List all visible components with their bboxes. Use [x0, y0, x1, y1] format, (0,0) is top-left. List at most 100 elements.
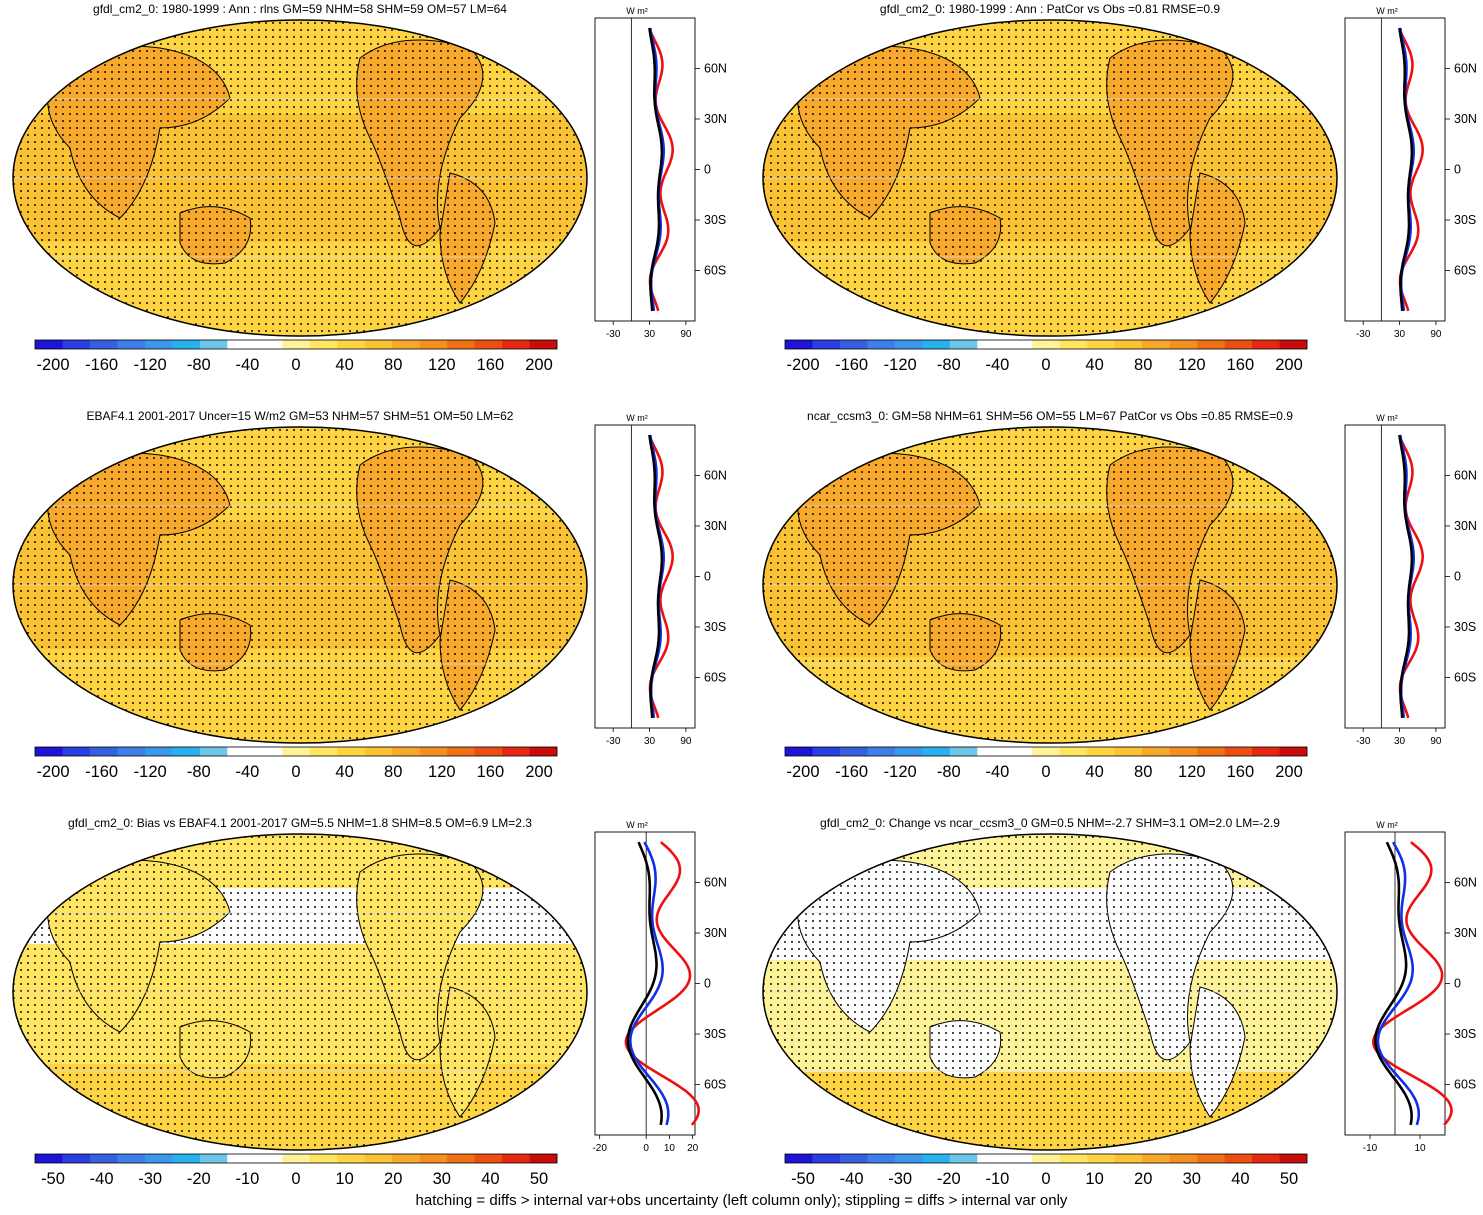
colorbar-swatch [977, 340, 1006, 349]
colorbar-swatch [172, 747, 201, 756]
colorbar-swatch [392, 1154, 420, 1163]
colorbar-swatch [1004, 340, 1033, 349]
colorbar-label: 80 [384, 356, 402, 374]
colorbar-swatch [309, 1154, 338, 1163]
colorbar-swatch [1059, 1154, 1088, 1163]
profile-xtick-label: 20 [687, 1143, 699, 1154]
colorbar-label: -200 [786, 763, 819, 781]
lat-tick-label: 60S [704, 1078, 726, 1092]
panel-p3: EBAF4.1 2001-2017 Uncer=15 W/m2 GM=53 NH… [12, 409, 727, 781]
panel-p2: gfdl_cm2_0: 1980-1999 : Ann : PatCor vs … [762, 2, 1477, 374]
zonal-profile: W m² -20 0 10 20 60N 30N 0 30S 60S [592, 820, 727, 1154]
colorbar-frame [784, 339, 1308, 350]
colorbar-label: -50 [41, 1170, 65, 1188]
lat-tick-label: 30N [704, 519, 727, 533]
colorbar-label: 40 [481, 1170, 499, 1188]
colorbar-swatch [1087, 1154, 1115, 1163]
colorbar-swatch [117, 747, 146, 756]
lat-tick-label: 60S [1454, 671, 1476, 685]
colorbar-swatch [977, 1154, 1006, 1163]
profile-xtick-label: 30 [1394, 329, 1406, 340]
colorbar-label: 50 [1280, 1170, 1298, 1188]
colorbar-swatch [89, 1154, 118, 1163]
colorbar-swatch [922, 747, 951, 756]
colorbar-label: -160 [85, 356, 118, 374]
colorbar-label: 80 [1134, 763, 1152, 781]
colorbar-swatch [1004, 1154, 1033, 1163]
colorbar-label: -160 [835, 356, 868, 374]
colorbar-swatch [1224, 340, 1253, 349]
colorbar-label: -50 [791, 1170, 815, 1188]
colorbar-swatch [117, 1154, 146, 1163]
colorbar-swatch [894, 1154, 923, 1163]
colorbar-swatch [839, 340, 868, 349]
colorbar-swatch [172, 340, 201, 349]
colorbar-label: 30 [433, 1170, 451, 1188]
profile-xtick-label: 30 [644, 736, 656, 747]
colorbar-frame [34, 1153, 558, 1164]
colorbar-swatch [1142, 340, 1170, 349]
colorbar-label: 200 [1275, 763, 1303, 781]
lat-tick-label: 30N [1454, 112, 1477, 126]
colorbar-label: -80 [187, 356, 211, 374]
colorbar-swatch [199, 1154, 228, 1163]
colorbar-swatch [867, 340, 896, 349]
profile-xtick-label: 10 [664, 1143, 676, 1154]
colorbar-swatch [1087, 340, 1115, 349]
colorbar-swatch [35, 747, 63, 756]
colorbar-swatch [1279, 747, 1308, 756]
map-outline [762, 19, 1338, 337]
colorbar-swatch [337, 747, 365, 756]
colorbar-swatch [812, 1154, 841, 1163]
map-outline [12, 19, 588, 337]
colorbar-label: 20 [384, 1170, 402, 1188]
colorbar-swatch [364, 747, 393, 756]
colorbar-swatch [337, 340, 365, 349]
colorbar-swatch [812, 340, 841, 349]
lat-tick-label: 0 [1454, 977, 1461, 991]
colorbar-label: -160 [835, 763, 868, 781]
colorbar-swatch [785, 1154, 813, 1163]
colorbar-swatch [254, 747, 283, 756]
lat-tick-label: 60S [704, 264, 726, 278]
colorbar-swatch [839, 747, 868, 756]
profile-line-red [1371, 841, 1453, 1126]
panel-title: gfdl_cm2_0: 1980-1999 : Ann : PatCor vs … [880, 2, 1221, 16]
colorbar-swatch [1032, 1154, 1061, 1163]
colorbar-swatch [922, 340, 951, 349]
colorbar-swatch [474, 1154, 503, 1163]
profile-line-blue [1376, 841, 1421, 1126]
colorbar-label: -200 [786, 356, 819, 374]
colorbar-label: 200 [525, 763, 553, 781]
zonal-profile: W m² -30 30 90 60N 30N 0 30S 60S [594, 6, 727, 340]
zonal-profile: W m² -30 30 90 60N 30N 0 30S 60S [1344, 413, 1477, 747]
lat-tick-label: 60N [704, 469, 727, 483]
profile-xtick-label: 0 [643, 1143, 649, 1154]
colorbar-label: 120 [428, 356, 456, 374]
colorbar-label: 0 [291, 763, 300, 781]
colorbar-swatch [419, 1154, 448, 1163]
lat-tick-label: 30S [1454, 1027, 1476, 1041]
colorbar-label: 0 [1041, 763, 1050, 781]
colorbar-label: 160 [477, 763, 505, 781]
colorbar-swatch [199, 747, 228, 756]
colorbar-swatch [172, 1154, 201, 1163]
lat-tick-label: 60S [704, 671, 726, 685]
colorbar-label: 120 [428, 763, 456, 781]
map-outline [12, 426, 588, 744]
colorbar: -200 -160 -120 -80 -40 0 40 80 120 160 200 [784, 339, 1308, 374]
colorbar-swatch [502, 1154, 530, 1163]
colorbar-swatch [1142, 1154, 1170, 1163]
colorbar-label: -80 [937, 763, 961, 781]
colorbar-swatch [839, 1154, 868, 1163]
colorbar-swatch [1224, 1154, 1253, 1163]
panel-title: gfdl_cm2_0: 1980-1999 : Ann : rlns GM=59… [93, 2, 507, 16]
colorbar-label: -20 [187, 1170, 211, 1188]
colorbar-swatch [62, 340, 91, 349]
panel-title: EBAF4.1 2001-2017 Uncer=15 W/m2 GM=53 NH… [87, 409, 514, 423]
colorbar-label: 30 [1183, 1170, 1201, 1188]
footer-caption: hatching = diffs > internal var+obs unce… [415, 1192, 1068, 1209]
colorbar-label: -40 [985, 356, 1009, 374]
colorbar-label: 0 [291, 1170, 300, 1188]
colorbar-label: -80 [187, 763, 211, 781]
